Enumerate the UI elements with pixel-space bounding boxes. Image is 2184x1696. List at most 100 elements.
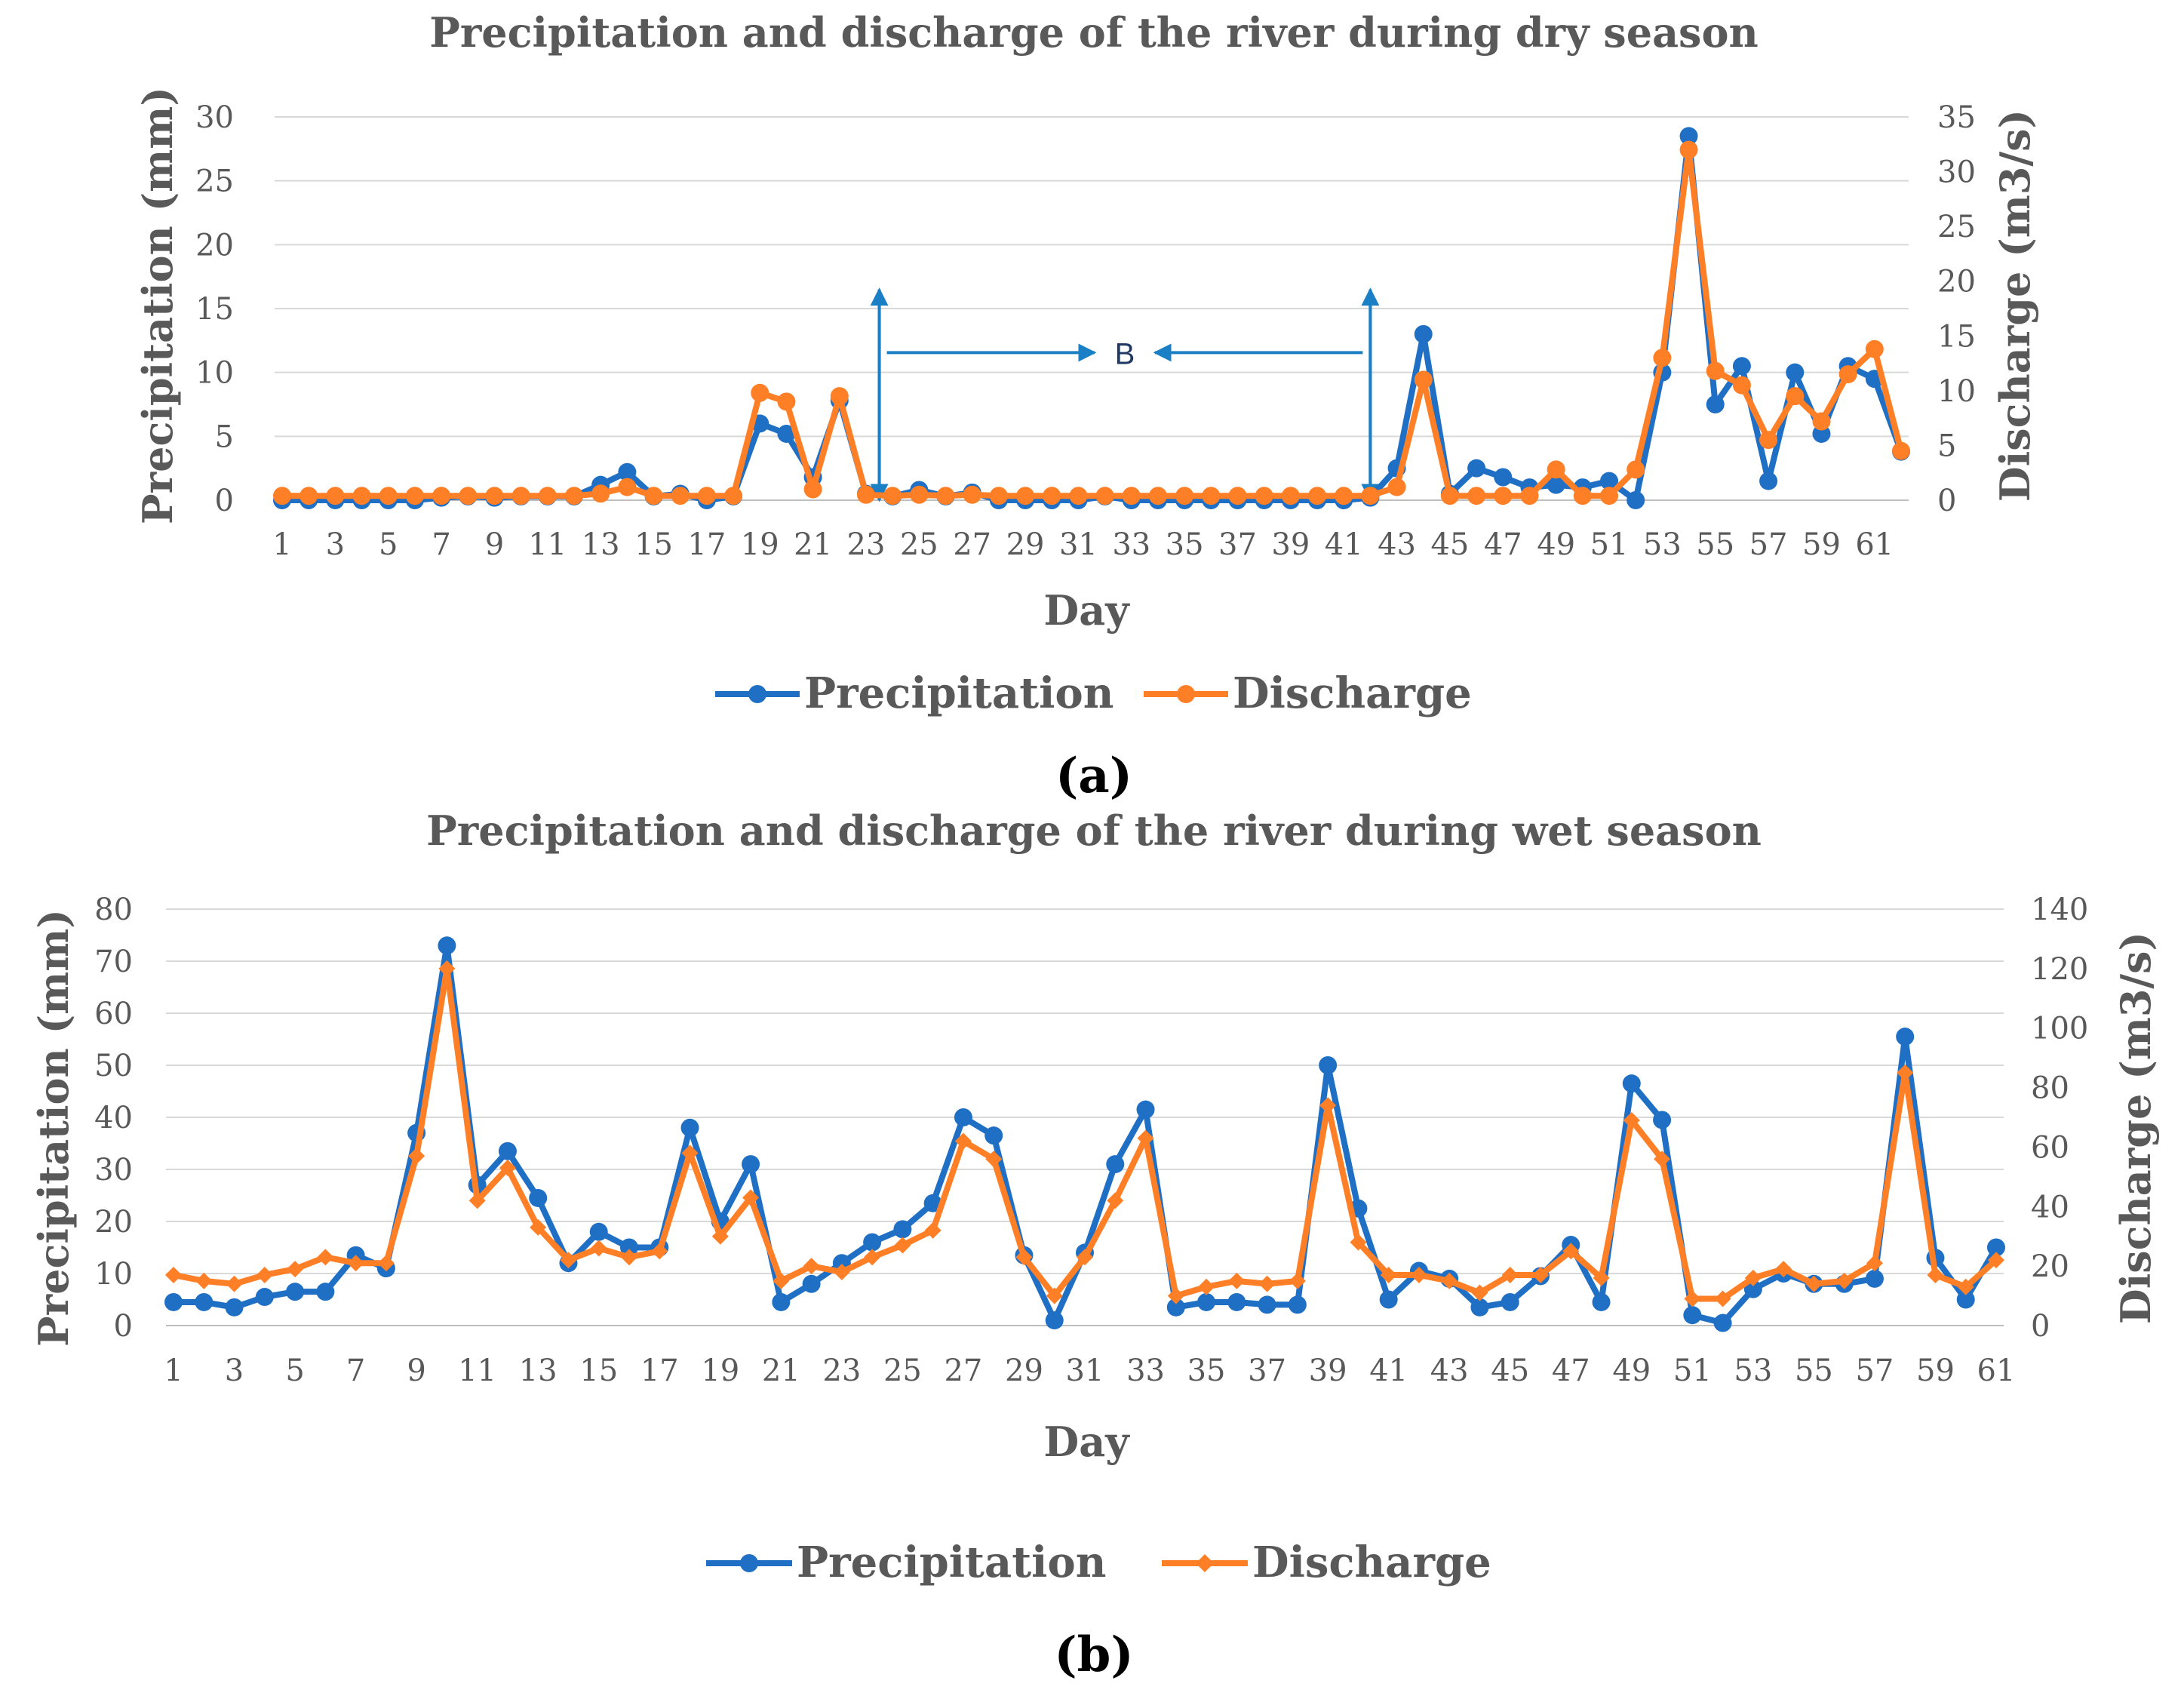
data-point: [1786, 387, 1805, 406]
data-point: [1107, 1192, 1124, 1209]
x-tick-label: 25: [883, 1353, 922, 1388]
data-point: [498, 1141, 517, 1160]
data-point: [347, 1255, 364, 1272]
data-point: [681, 1144, 699, 1162]
data-point: [459, 487, 478, 505]
x-tick-label: 59: [1802, 527, 1841, 562]
data-point: [1470, 1298, 1489, 1317]
data-point: [1202, 487, 1221, 505]
x-tick-label: 27: [944, 1353, 982, 1388]
y-left-tick-label: 5: [215, 419, 234, 454]
legend: Precipitation Discharge: [715, 668, 1472, 718]
data-point: [1732, 357, 1751, 376]
x-tick-label: 13: [519, 1353, 558, 1388]
data-point: [564, 487, 583, 505]
data-point: [511, 487, 530, 505]
data-point: [1198, 1278, 1215, 1295]
data-point: [1626, 460, 1645, 479]
data-point: [1892, 441, 1910, 460]
data-point: [1501, 1292, 1519, 1311]
data-point: [1759, 431, 1778, 450]
data-point: [1228, 487, 1247, 505]
y-right-tick-label: 25: [1937, 210, 1976, 244]
data-point: [286, 1283, 305, 1301]
series-discharge: [165, 960, 2004, 1307]
x-tick-label: 3: [225, 1353, 244, 1388]
data-point: [883, 487, 902, 505]
data-point: [1838, 365, 1857, 384]
x-tick-label: 39: [1309, 1353, 1347, 1388]
data-point: [1258, 1295, 1276, 1314]
legend-item-discharge: Discharge: [1144, 668, 1472, 718]
y-left-tick-label: 40: [94, 1101, 133, 1135]
data-point: [1166, 1298, 1185, 1317]
y-left-tick-label: 15: [195, 292, 234, 327]
data-point: [1077, 1249, 1093, 1266]
data-point: [377, 1255, 395, 1272]
x-tick-label: 7: [432, 527, 450, 562]
data-point: [1786, 363, 1805, 382]
x-tick-label: 31: [1066, 1353, 1104, 1388]
data-point: [1197, 1292, 1216, 1311]
data-point: [802, 1274, 821, 1293]
y-right-tick-label: 35: [1937, 100, 1976, 135]
data-point: [1653, 1111, 1672, 1129]
y-right-tick-label: 20: [2031, 1249, 2069, 1284]
y-left-tick-label: 10: [94, 1257, 133, 1292]
legend-label-discharge: Discharge: [1252, 1538, 1491, 1587]
x-tick-label: 17: [687, 527, 726, 562]
data-point: [1592, 1292, 1611, 1311]
y-right-tick-label: 30: [1937, 155, 1976, 190]
data-point: [164, 1292, 183, 1311]
legend-label-precipitation: Precipitation: [797, 1538, 1106, 1587]
data-point: [1319, 1097, 1337, 1114]
data-point: [1167, 1287, 1184, 1304]
x-tick-label: 5: [379, 527, 398, 562]
data-point: [1927, 1266, 1944, 1283]
data-point: [1744, 1269, 1762, 1286]
x-tick-label: 61: [1855, 527, 1894, 562]
x-tick-label: 5: [285, 1353, 304, 1388]
y-left-tick-label: 50: [94, 1049, 133, 1083]
data-point: [1228, 1272, 1246, 1289]
data-point: [1501, 1266, 1519, 1283]
data-point: [1335, 487, 1353, 505]
x-tick-label: 53: [1734, 1353, 1772, 1388]
data-point: [936, 487, 955, 505]
data-point: [1288, 1295, 1307, 1314]
data-point: [438, 936, 456, 955]
legend-label-precipitation: Precipitation: [804, 668, 1114, 718]
data-point: [1289, 1272, 1306, 1289]
data-point: [1175, 487, 1194, 505]
x-tick-label: 25: [900, 527, 938, 562]
x-tick-label: 41: [1369, 1353, 1408, 1388]
y-right-tick-label: 15: [1937, 319, 1976, 354]
data-point: [954, 1132, 972, 1150]
data-point: [1600, 487, 1619, 505]
data-point: [1281, 487, 1300, 505]
x-tick-label: 33: [1126, 1353, 1165, 1388]
data-point: [1379, 1290, 1398, 1309]
chart-wet-season: Precipitation and discharge of the river…: [29, 807, 2160, 1683]
x-tick-label: 17: [640, 1353, 679, 1388]
y-axis-left-title: Precipitation (mm): [29, 909, 78, 1347]
x-tick-label: 57: [1855, 1353, 1894, 1388]
series-line: [282, 133, 1904, 503]
data-point: [618, 462, 637, 481]
data-point: [1623, 1111, 1640, 1129]
data-point: [863, 1233, 882, 1252]
data-point: [984, 1126, 1003, 1145]
x-tick-label: 9: [485, 527, 504, 562]
y-right-tick-label: 20: [1937, 265, 1976, 300]
x-tick-label: 47: [1552, 1353, 1590, 1388]
data-point: [1361, 487, 1380, 505]
data-point: [299, 487, 318, 505]
x-tick-label: 15: [579, 1353, 618, 1388]
x-tick-label: 55: [1696, 527, 1734, 562]
x-tick-label: 31: [1059, 527, 1098, 562]
x-tick-label: 43: [1430, 1353, 1469, 1388]
data-point: [1547, 475, 1565, 494]
x-tick-label: 37: [1248, 1353, 1286, 1388]
data-point: [1494, 468, 1513, 487]
